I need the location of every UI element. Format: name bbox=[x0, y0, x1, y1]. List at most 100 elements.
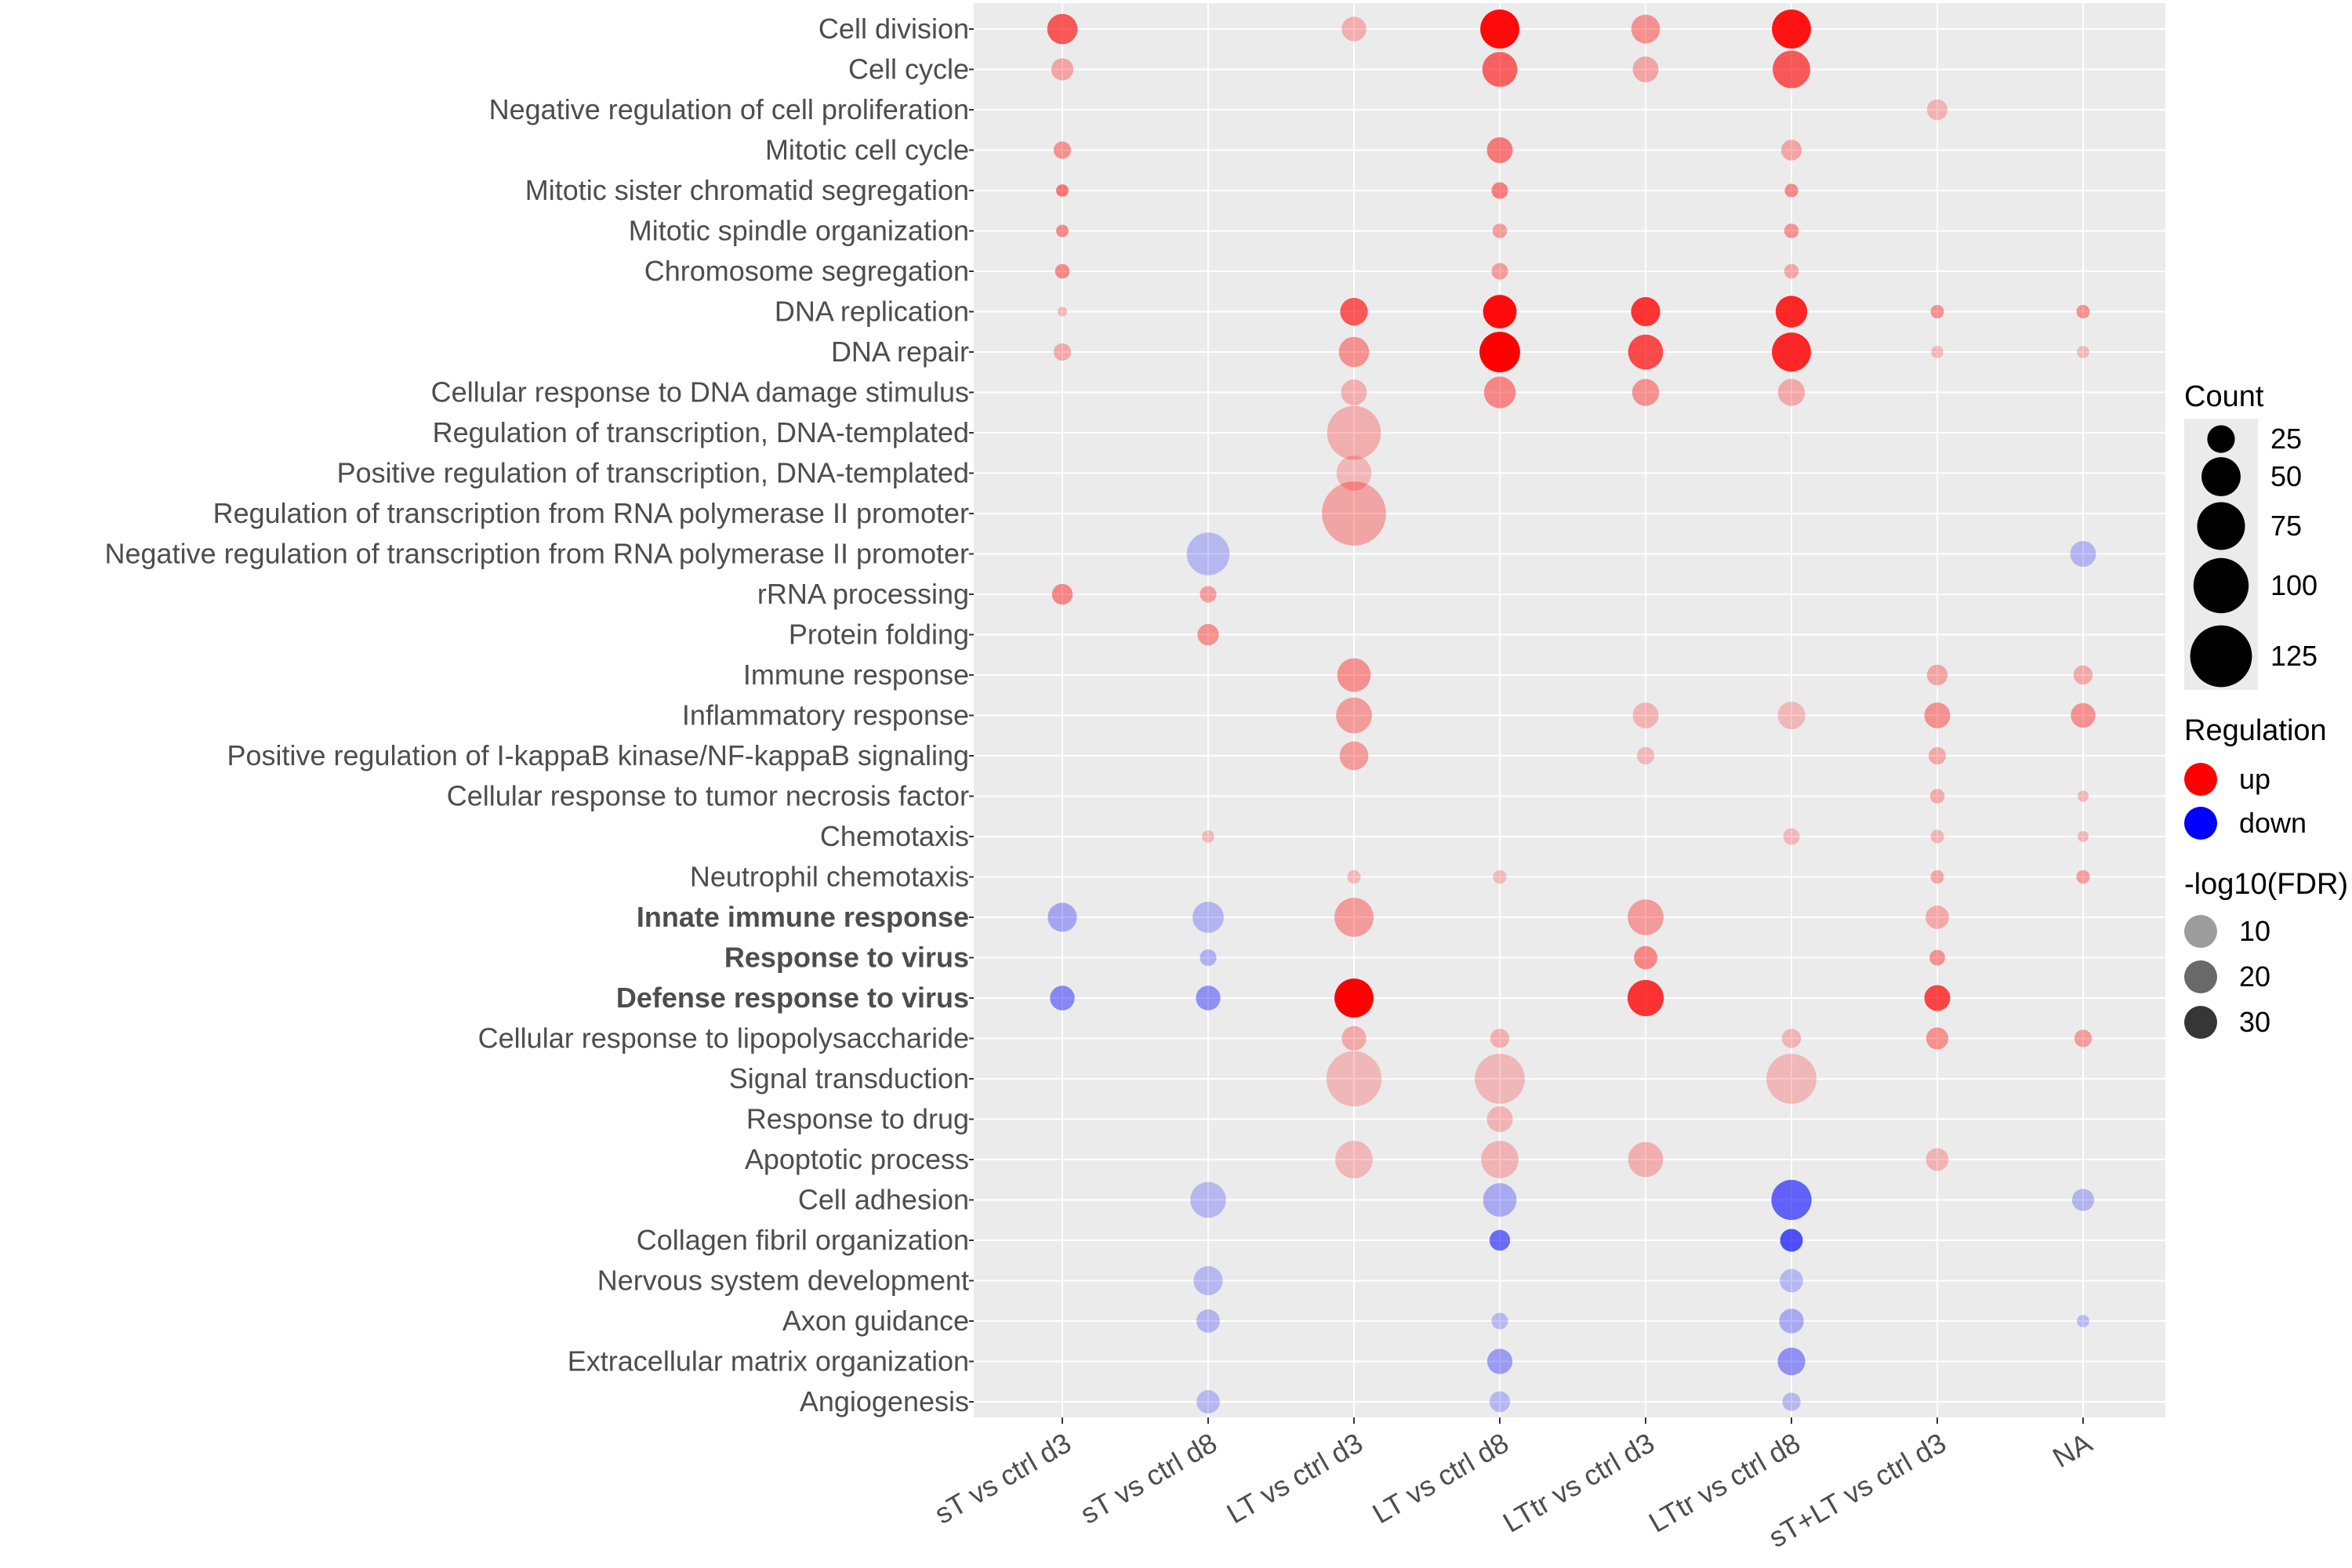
point-up bbox=[1632, 56, 1659, 82]
point-up bbox=[1047, 13, 1078, 45]
y-tick-label: DNA replication bbox=[775, 296, 969, 328]
y-tick-label: Angiogenesis bbox=[800, 1385, 969, 1417]
y-tick-label: Chromosome segregation bbox=[644, 255, 969, 287]
y-tick-label: Regulation of transcription from RNA pol… bbox=[213, 497, 969, 529]
legend-count-label: 75 bbox=[2270, 510, 2302, 542]
point-up bbox=[1475, 1054, 1525, 1104]
legend-fdr-label: 10 bbox=[2239, 915, 2270, 947]
point-up bbox=[1054, 263, 1070, 279]
legend-count-swatch bbox=[2197, 502, 2245, 550]
legend-regulation-title: Regulation bbox=[2184, 714, 2327, 747]
y-tick-label: Cellular response to tumor necrosis fact… bbox=[447, 780, 969, 812]
y-tick-label: Mitotic cell cycle bbox=[765, 134, 969, 166]
y-tick-label: DNA repair bbox=[831, 336, 969, 368]
point-up bbox=[2071, 702, 2096, 728]
point-down bbox=[1196, 1309, 1220, 1333]
point-up bbox=[1928, 746, 1947, 765]
point-up bbox=[1632, 379, 1660, 406]
point-down bbox=[1193, 1265, 1223, 1296]
point-up bbox=[1493, 869, 1507, 884]
point-up bbox=[2078, 831, 2089, 842]
point-up bbox=[1926, 1027, 1949, 1050]
point-up bbox=[1327, 405, 1381, 460]
point-down bbox=[1491, 1312, 1508, 1330]
legend-count-swatch bbox=[2201, 457, 2241, 496]
point-up bbox=[1056, 224, 1069, 238]
point-down bbox=[1196, 985, 1221, 1011]
legend-count-label: 50 bbox=[2270, 460, 2302, 492]
legend-count-label: 25 bbox=[2270, 423, 2302, 455]
point-up bbox=[1481, 1141, 1519, 1178]
point-up bbox=[1337, 658, 1371, 692]
point-down bbox=[1780, 1269, 1803, 1293]
point-up bbox=[1780, 140, 1802, 161]
y-tick-label: Signal transduction bbox=[729, 1062, 969, 1094]
y-tick-label: Cell cycle bbox=[848, 53, 969, 85]
point-up bbox=[1926, 99, 1948, 121]
point-up bbox=[1056, 184, 1069, 197]
legend-count-swatch bbox=[2207, 425, 2235, 453]
point-up bbox=[1336, 456, 1372, 491]
point-up bbox=[1334, 978, 1374, 1018]
point-up bbox=[1051, 58, 1074, 81]
point-down bbox=[1489, 1391, 1511, 1413]
point-up bbox=[1777, 701, 1806, 730]
point-up bbox=[1336, 697, 1372, 734]
y-tick-label: Positive regulation of I-kappaB kinase/N… bbox=[227, 739, 969, 771]
point-up bbox=[1773, 50, 1810, 89]
y-axis: Cell division Cell cycle Negative regulati… bbox=[105, 13, 974, 1417]
legend-fdr-swatch bbox=[2184, 915, 2217, 948]
point-up bbox=[1483, 376, 1516, 408]
point-up bbox=[1775, 296, 1808, 328]
point-up bbox=[2076, 869, 2090, 884]
y-tick-label: Protein folding bbox=[789, 619, 969, 651]
y-tick-label: Collagen fibril organization bbox=[637, 1224, 969, 1256]
point-up bbox=[1326, 1051, 1382, 1107]
point-up bbox=[1784, 183, 1798, 198]
legend-fdr-label: 30 bbox=[2239, 1006, 2270, 1038]
y-tick-label: Negative regulation of cell proliferatio… bbox=[489, 93, 969, 125]
point-up bbox=[1492, 223, 1508, 238]
point-up bbox=[1339, 741, 1369, 771]
point-up bbox=[1341, 1025, 1367, 1051]
point-down bbox=[1771, 1179, 1812, 1221]
legend-count-swatch bbox=[2190, 625, 2252, 688]
point-up bbox=[1334, 898, 1374, 937]
x-tick-label: NA bbox=[2047, 1426, 2097, 1474]
point-up bbox=[1053, 343, 1072, 361]
point-down bbox=[1190, 1181, 1226, 1218]
legend-count-title: Count bbox=[2184, 380, 2264, 413]
y-tick-label: Inflammatory response bbox=[682, 699, 969, 731]
point-up bbox=[1766, 1054, 1817, 1104]
point-up bbox=[1053, 141, 1072, 159]
point-up bbox=[1777, 379, 1806, 406]
point-up bbox=[1930, 829, 1944, 844]
point-up bbox=[1200, 586, 1217, 603]
y-tick-label: Chemotaxis bbox=[820, 820, 969, 852]
point-up bbox=[1634, 946, 1657, 970]
grid-lines bbox=[974, 3, 2165, 1417]
point-up bbox=[2073, 665, 2093, 685]
point-down bbox=[1780, 1229, 1803, 1252]
point-up bbox=[1341, 379, 1367, 405]
point-up bbox=[1632, 702, 1659, 728]
point-down bbox=[1196, 1390, 1220, 1414]
x-tick-label: LTtr vs ctrl d3 bbox=[1497, 1426, 1660, 1538]
x-tick-label: sT vs ctrl d8 bbox=[1075, 1426, 1222, 1530]
point-up bbox=[1924, 985, 1951, 1011]
y-tick-label: Mitotic sister chromatid segregation bbox=[525, 174, 969, 206]
x-tick-label: LT vs ctrl d3 bbox=[1221, 1426, 1368, 1530]
point-down bbox=[1047, 902, 1077, 932]
point-up bbox=[1491, 182, 1508, 199]
y-tick-label: Axon guidance bbox=[782, 1305, 969, 1337]
point-up bbox=[1926, 906, 1949, 929]
point-down bbox=[1486, 1348, 1513, 1374]
y-tick-label: Defense response to virus bbox=[616, 982, 969, 1014]
point-down bbox=[1192, 902, 1224, 933]
point-down bbox=[1777, 1347, 1806, 1376]
point-up bbox=[1784, 223, 1799, 238]
point-up bbox=[1931, 346, 1944, 358]
point-up bbox=[1486, 137, 1513, 163]
point-down bbox=[1489, 1229, 1511, 1251]
point-up bbox=[1338, 336, 1370, 368]
